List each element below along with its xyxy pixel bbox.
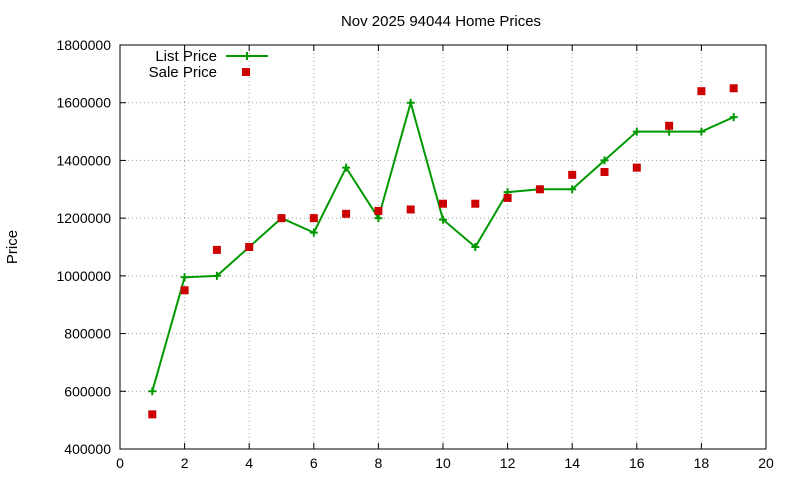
list-price-point: [439, 215, 447, 224]
sale-price-point: [277, 214, 286, 223]
y-tick-label: 1400000: [56, 152, 111, 168]
y-tick-label: 800000: [64, 326, 111, 342]
list-price-point: [148, 387, 157, 396]
x-tick-label: 18: [694, 455, 710, 471]
list-price-point: [212, 271, 221, 280]
sale-price-point: [471, 199, 480, 208]
sale-price-point: [568, 170, 577, 179]
sale-price-point: [665, 121, 674, 130]
y-tick-label: 1200000: [56, 210, 111, 226]
y-axis-title: Price: [4, 230, 21, 264]
sale-price-point: [374, 206, 383, 215]
list-price-point: [180, 273, 189, 282]
sale-price-markers: [148, 84, 738, 419]
sale-price-point: [245, 243, 254, 251]
list-price-point: [342, 163, 351, 172]
y-tick-label: 600000: [64, 383, 111, 399]
legend-label-sale-price: Sale Price: [149, 64, 217, 81]
x-tick-label: 2: [181, 455, 189, 471]
x-tick-label: 8: [375, 455, 383, 471]
x-tick-label: 16: [629, 455, 645, 471]
list-price-point: [568, 185, 577, 194]
x-tick-label: 0: [116, 455, 124, 471]
x-tick-label: 14: [564, 455, 580, 471]
sale-price-point: [180, 286, 189, 295]
sale-price-point: [632, 163, 641, 172]
x-tick-label: 10: [435, 455, 451, 471]
sale-price-point: [729, 84, 738, 93]
x-tick-label: 12: [500, 455, 516, 471]
list-price-markers: [148, 98, 738, 396]
grid-lines: [120, 45, 766, 449]
sale-price-point: [148, 410, 157, 419]
sale-price-point: [439, 199, 447, 208]
list-price-point: [309, 228, 318, 237]
list-price-point: [471, 243, 480, 251]
list-price-point: [406, 98, 415, 107]
y-tick-label: 1800000: [56, 37, 111, 53]
legend-plus-marker: [243, 52, 251, 60]
legend: List Price Sale Price: [149, 48, 268, 81]
list-price-point: [729, 113, 738, 122]
list-price-point: [374, 214, 383, 223]
x-axis-tick-labels: 0 2 4 6 8 10 12 14 16 18 20: [116, 455, 774, 471]
sale-price-point: [503, 193, 512, 202]
x-tick-label: 20: [758, 455, 774, 471]
list-price-point: [697, 127, 706, 136]
axis-ticks: [119, 44, 767, 450]
list-price-point: [600, 156, 609, 165]
sale-price-point: [406, 205, 415, 214]
x-tick-label: 6: [310, 455, 318, 471]
y-axis-tick-labels: 400000 600000 800000 1000000 1200000 1400000 1…: [56, 37, 111, 457]
y-tick-label: 1600000: [56, 95, 111, 111]
x-tick-label: 4: [245, 455, 253, 471]
list-price-point: [632, 127, 641, 136]
legend-swatch-sale-price: [242, 68, 250, 76]
chart-title: Nov 2025 94044 Home Prices: [341, 13, 541, 30]
sale-price-point: [212, 245, 221, 254]
sale-price-point: [309, 214, 318, 223]
sale-price-point: [342, 209, 351, 218]
legend-label-list-price: List Price: [155, 48, 217, 65]
y-tick-label: 1000000: [56, 268, 111, 284]
sale-price-point: [535, 185, 544, 194]
sale-price-point: [600, 167, 609, 176]
sale-price-point: [697, 87, 706, 96]
y-tick-label: 400000: [64, 441, 111, 457]
